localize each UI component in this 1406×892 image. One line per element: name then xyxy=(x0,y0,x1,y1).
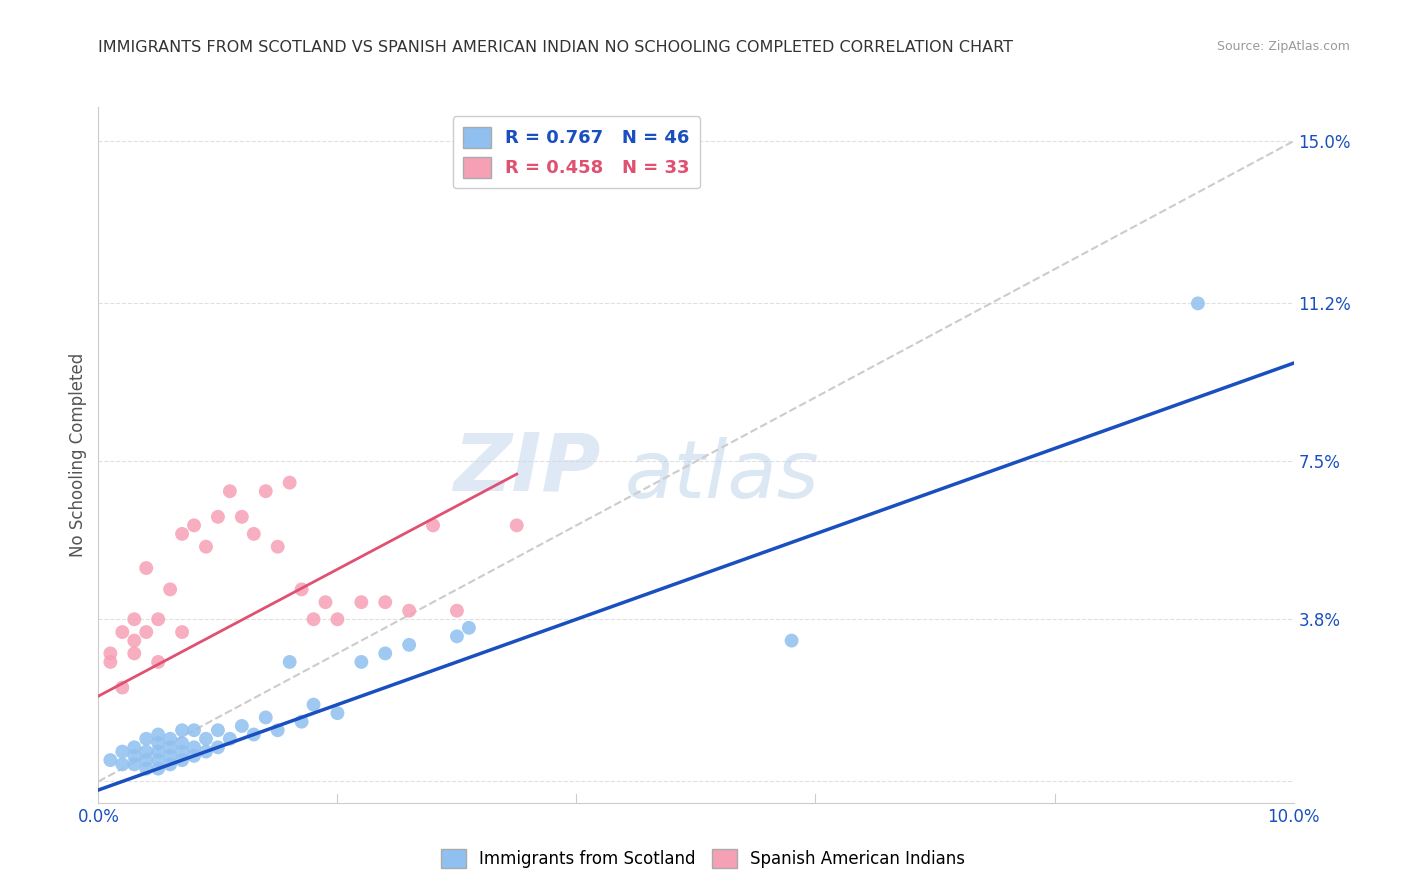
Point xyxy=(148,655,170,669)
Point xyxy=(254,710,277,724)
Point xyxy=(124,757,146,772)
Point xyxy=(183,723,205,738)
Legend: R = 0.767   N = 46, R = 0.458   N = 33: R = 0.767 N = 46, R = 0.458 N = 33 xyxy=(453,116,700,188)
Point xyxy=(422,518,444,533)
Point xyxy=(267,723,290,738)
Point xyxy=(148,612,170,626)
Point xyxy=(172,745,194,759)
Point xyxy=(1187,296,1209,310)
Point xyxy=(148,736,170,750)
Point xyxy=(135,731,157,746)
Point xyxy=(506,518,529,533)
Point xyxy=(350,655,373,669)
Point xyxy=(194,540,218,554)
Point xyxy=(207,509,229,524)
Point xyxy=(207,723,229,738)
Point xyxy=(159,582,181,597)
Text: atlas: atlas xyxy=(624,437,820,515)
Point xyxy=(124,633,146,648)
Point xyxy=(780,633,803,648)
Point xyxy=(446,629,468,643)
Point xyxy=(398,604,420,618)
Point xyxy=(124,740,146,755)
Point xyxy=(326,612,349,626)
Point xyxy=(111,757,134,772)
Point xyxy=(135,762,157,776)
Point xyxy=(148,753,170,767)
Point xyxy=(219,484,242,499)
Point xyxy=(183,748,205,763)
Legend: Immigrants from Scotland, Spanish American Indians: Immigrants from Scotland, Spanish Americ… xyxy=(434,842,972,875)
Point xyxy=(135,625,157,640)
Text: ZIP: ZIP xyxy=(453,430,600,508)
Y-axis label: No Schooling Completed: No Schooling Completed xyxy=(69,353,87,557)
Point xyxy=(135,745,157,759)
Point xyxy=(374,595,396,609)
Point xyxy=(207,740,229,755)
Point xyxy=(98,655,122,669)
Point xyxy=(231,509,253,524)
Point xyxy=(302,612,325,626)
Point xyxy=(446,604,468,618)
Point xyxy=(159,740,181,755)
Point xyxy=(135,753,157,767)
Point xyxy=(98,753,122,767)
Point xyxy=(111,681,134,695)
Point xyxy=(148,762,170,776)
Point xyxy=(194,731,218,746)
Text: Source: ZipAtlas.com: Source: ZipAtlas.com xyxy=(1216,40,1350,54)
Point xyxy=(124,612,146,626)
Point xyxy=(159,757,181,772)
Point xyxy=(219,731,242,746)
Point xyxy=(159,731,181,746)
Text: IMMIGRANTS FROM SCOTLAND VS SPANISH AMERICAN INDIAN NO SCHOOLING COMPLETED CORRE: IMMIGRANTS FROM SCOTLAND VS SPANISH AMER… xyxy=(98,40,1014,55)
Point xyxy=(172,736,194,750)
Point xyxy=(111,745,134,759)
Point xyxy=(124,647,146,661)
Point xyxy=(398,638,420,652)
Point xyxy=(243,527,266,541)
Point xyxy=(278,655,301,669)
Point xyxy=(254,484,277,499)
Point xyxy=(278,475,301,490)
Point xyxy=(243,727,266,741)
Point xyxy=(290,714,312,729)
Point xyxy=(159,748,181,763)
Point xyxy=(172,527,194,541)
Point xyxy=(172,625,194,640)
Point xyxy=(315,595,337,609)
Point xyxy=(183,740,205,755)
Point xyxy=(302,698,325,712)
Point xyxy=(135,561,157,575)
Point xyxy=(194,745,218,759)
Point xyxy=(98,647,122,661)
Point xyxy=(172,753,194,767)
Point xyxy=(458,621,481,635)
Point xyxy=(172,723,194,738)
Point xyxy=(350,595,373,609)
Point xyxy=(231,719,253,733)
Point xyxy=(267,540,290,554)
Point xyxy=(148,745,170,759)
Point xyxy=(148,727,170,741)
Point xyxy=(290,582,312,597)
Point xyxy=(374,647,396,661)
Point xyxy=(326,706,349,721)
Point xyxy=(124,748,146,763)
Point xyxy=(111,625,134,640)
Point xyxy=(183,518,205,533)
